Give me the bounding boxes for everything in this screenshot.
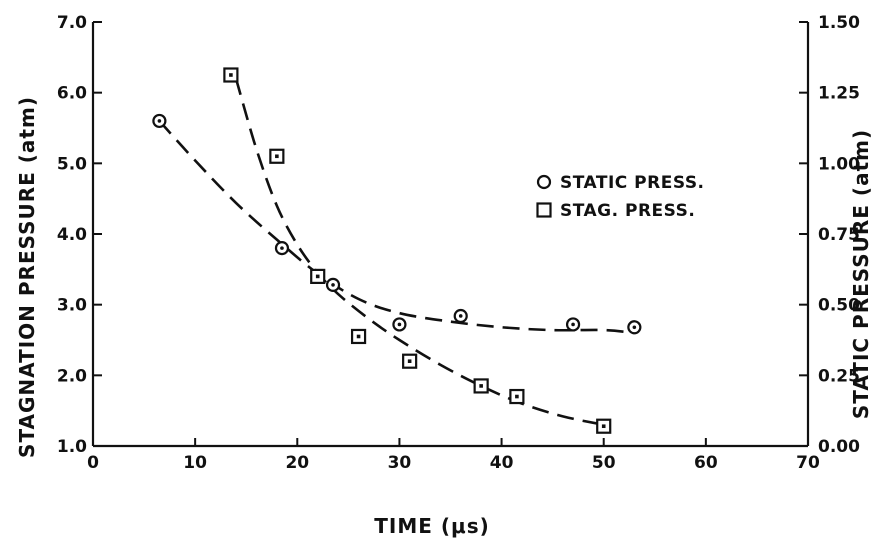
x-tick-label: 70: [796, 453, 820, 473]
x-tick-label: 0: [87, 453, 99, 473]
y-right-tick-label: 0.75: [818, 225, 860, 245]
y-right-tick-label: 0.50: [818, 296, 860, 316]
x-tick-label: 50: [592, 453, 616, 473]
legend-static-label: STATIC PRESS.: [560, 173, 705, 193]
y-left-tick-label: 1.0: [57, 437, 87, 457]
y-right-axis-title: STATIC PRESSURE (atm): [849, 129, 873, 419]
legend: STATIC PRESS. STAG. PRESS.: [536, 173, 705, 221]
y-right-tick-label: 1.25: [818, 84, 860, 104]
ticks: 0 10 20 30 40 50 60 70 1.0 2.0 3.0 4.0 5.0 6.0 7.0 0.00…: [57, 13, 860, 473]
y-right-tick-label: 0.25: [818, 366, 860, 386]
y-left-tick-label: 3.0: [57, 296, 87, 316]
y-right-tick-label: 0.00: [818, 437, 860, 457]
fit-curves: [158, 78, 635, 427]
stagnation-pressure-point-center: [407, 359, 412, 363]
y-left-tick-label: 4.0: [57, 225, 87, 245]
legend-circle-marker: [536, 174, 552, 190]
static-pressure-point-center: [397, 322, 402, 327]
x-tick-label: 60: [694, 453, 718, 473]
y-left-tick-label: 5.0: [57, 154, 87, 174]
x-tick-label: 20: [285, 453, 309, 473]
static-pressure-point-center: [458, 314, 463, 318]
static-pressure-point-center: [331, 283, 335, 287]
stagnation-pressure-point-center: [275, 154, 279, 159]
y-left-tick-label: 2.0: [57, 366, 87, 386]
stagnation-pressure-point-center: [315, 274, 320, 279]
x-tick-label: 40: [490, 453, 514, 473]
static-pressure-point-center: [632, 325, 637, 330]
static-pressure-fit-curve: [158, 120, 635, 335]
legend-square-marker: [536, 202, 552, 218]
x-tick-label: 30: [388, 453, 412, 473]
legend-stag-label: STAG. PRESS.: [560, 201, 695, 221]
axes: [91, 22, 810, 448]
static-pressure-point-center: [280, 246, 284, 250]
y-left-tick-label: 6.0: [57, 84, 87, 104]
y-left-tick-label: 7.0: [57, 13, 87, 33]
stagnation-pressure-point-center: [515, 394, 519, 399]
y-right-tick-label: 1.50: [818, 13, 860, 33]
y-right-tick-label: 1.00: [818, 154, 860, 174]
data-markers: [152, 67, 642, 434]
x-tick-label: 10: [183, 453, 207, 473]
stagnation-pressure-point-center: [356, 334, 361, 339]
static-pressure-point-center: [157, 119, 162, 123]
stagnation-pressure-point-center: [229, 73, 233, 77]
stagnation-pressure-point-center: [479, 384, 483, 388]
y-left-axis-title: STAGNATION PRESSURE (atm): [15, 96, 39, 458]
x-axis-title: TIME (μs): [374, 514, 490, 538]
static-pressure-point-center: [571, 322, 575, 327]
stagnation-pressure-point-center: [601, 424, 606, 429]
